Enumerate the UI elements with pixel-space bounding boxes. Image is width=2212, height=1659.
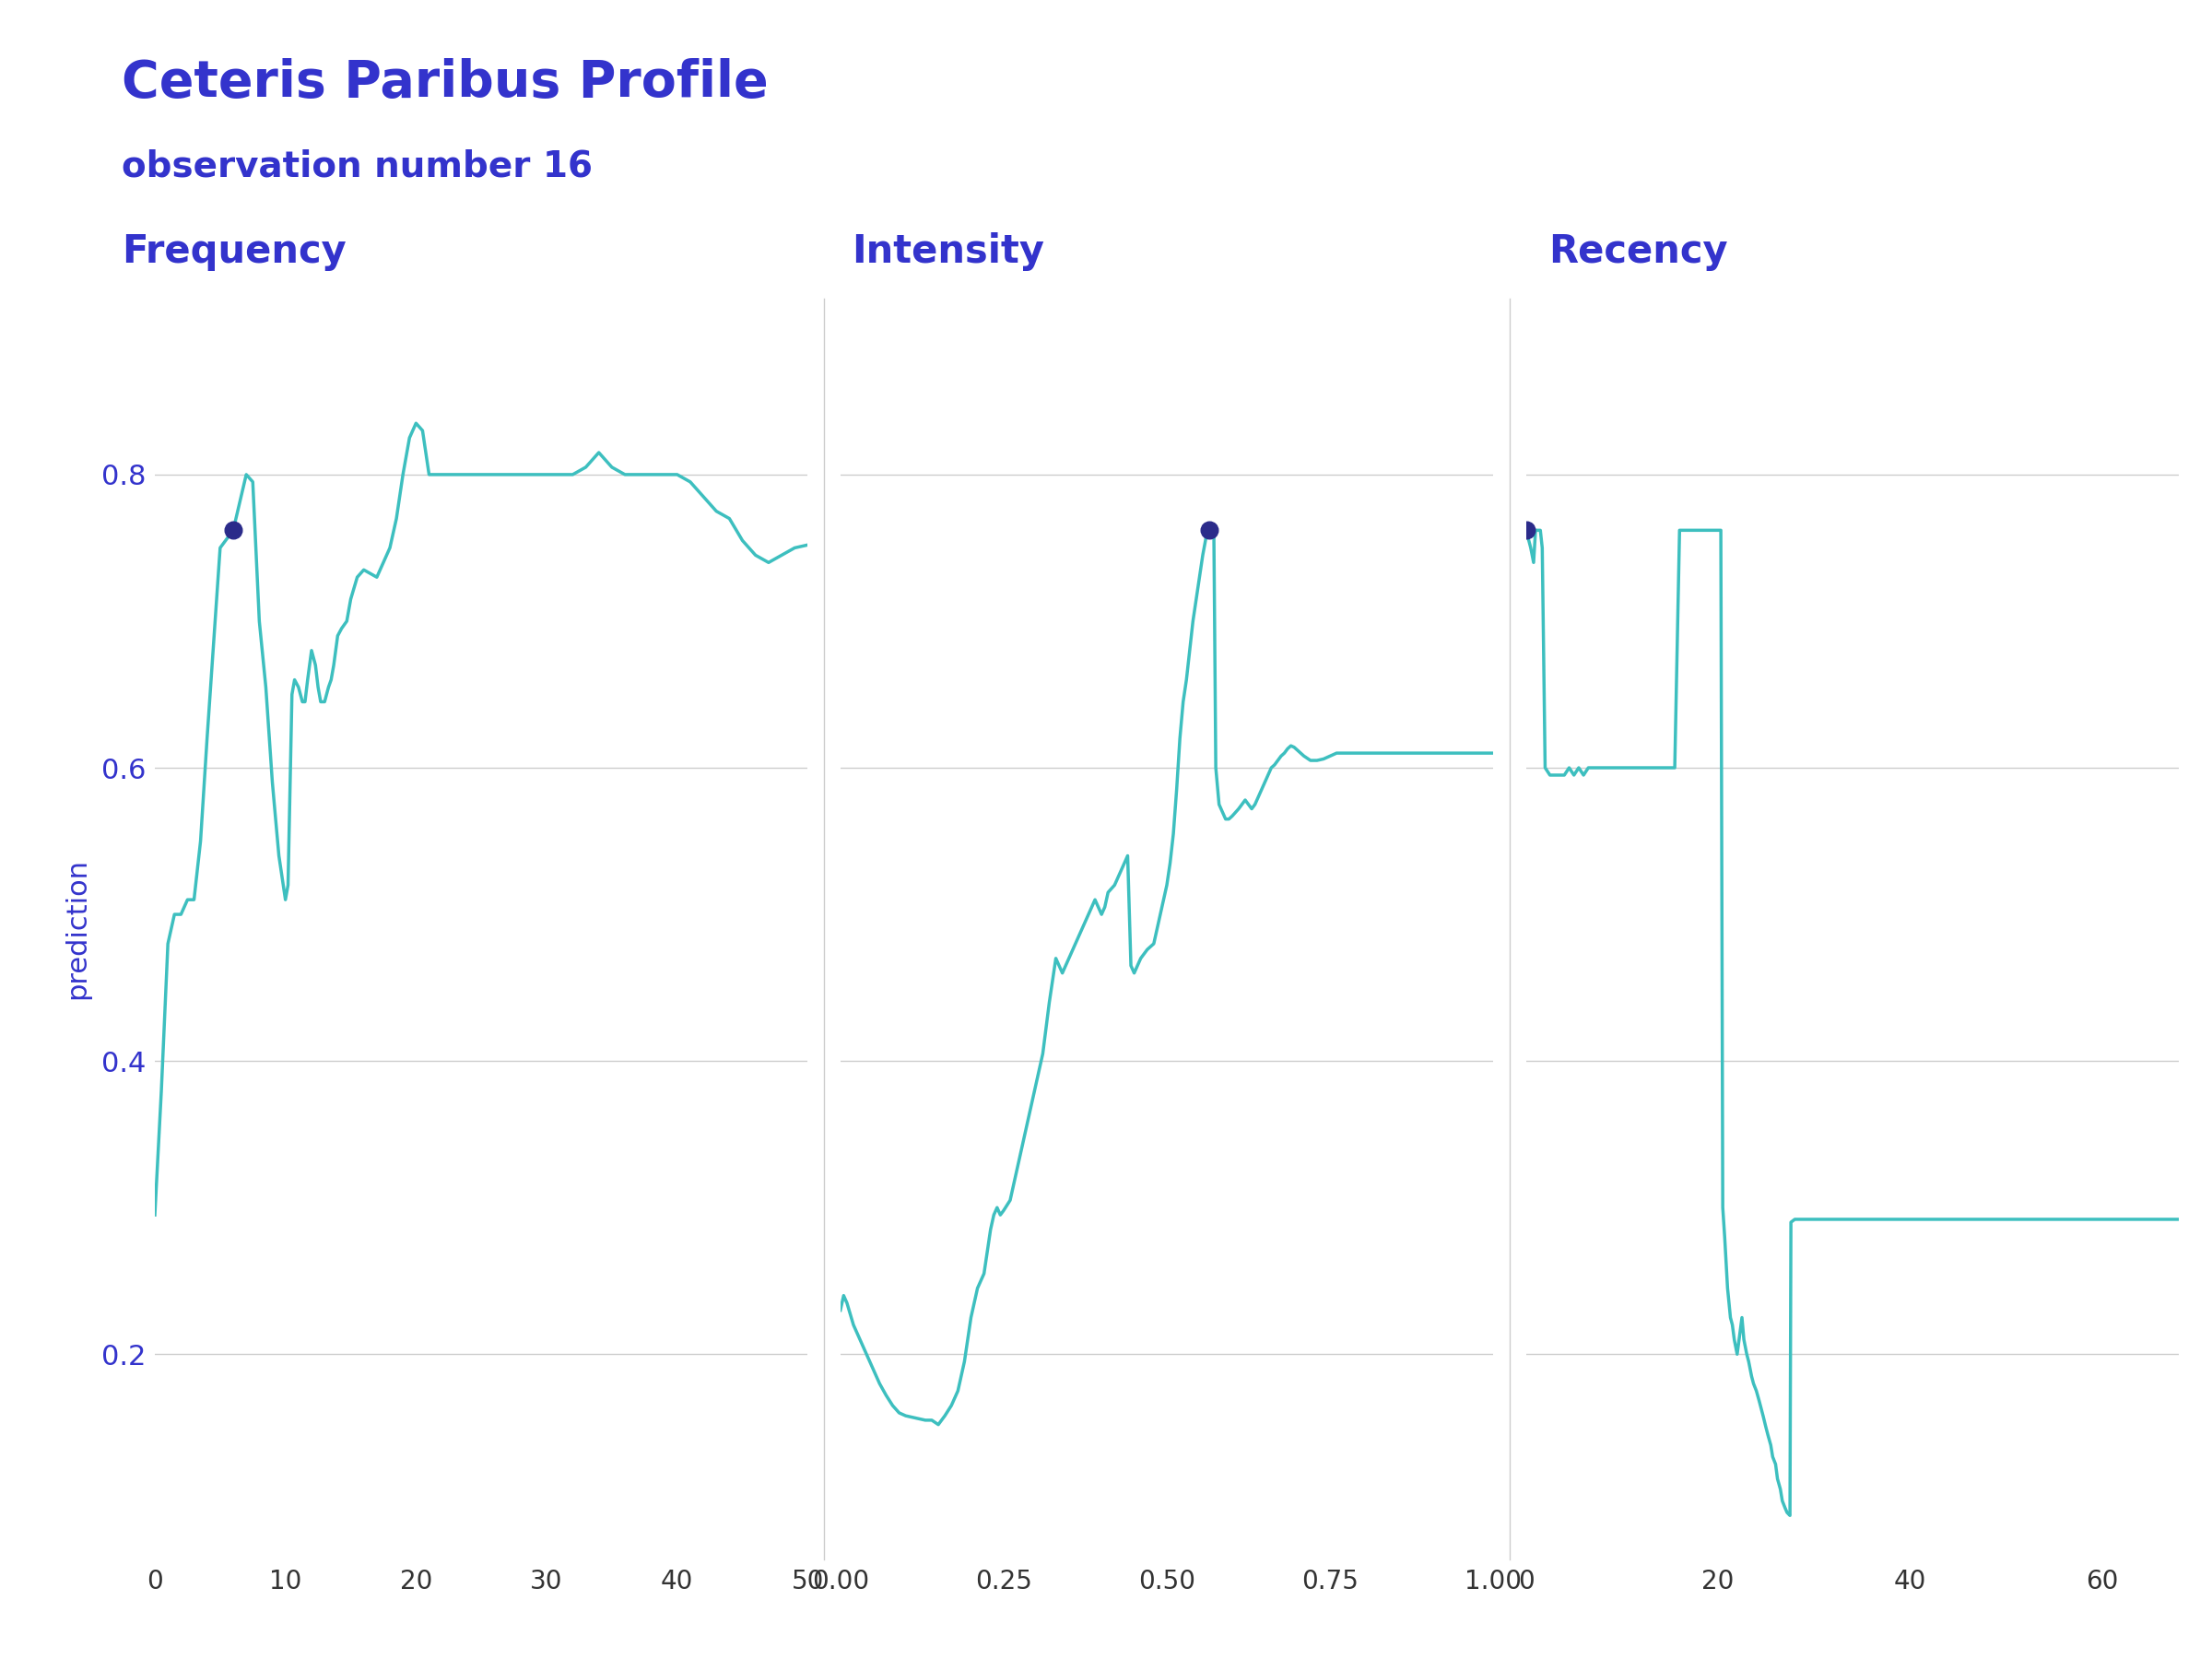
Point [1192,518,1228,544]
Point [1509,518,1544,544]
Point [215,518,250,544]
Text: Ceteris Paribus Profile: Ceteris Paribus Profile [122,58,768,108]
Text: Recency: Recency [1548,232,1728,270]
Text: observation number 16: observation number 16 [122,149,593,184]
Text: Intensity: Intensity [852,232,1044,270]
Y-axis label: prediction: prediction [64,859,91,999]
Text: Frequency: Frequency [122,232,347,270]
